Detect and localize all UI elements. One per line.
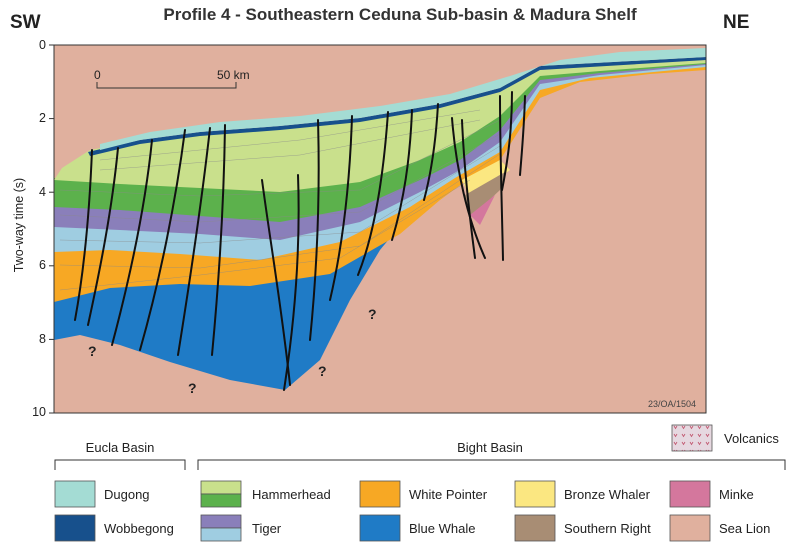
layer-tiger-dark	[54, 63, 706, 240]
legend-swatch-hammerhead-light	[200, 480, 242, 495]
y-axis-label: Two-way time (s)	[12, 177, 26, 273]
layer-wobbegong	[88, 57, 706, 156]
y-tick-label: 8	[39, 332, 46, 346]
legend-label-white-pointer: White Pointer	[409, 487, 488, 502]
unknown-marker: ?	[318, 363, 327, 379]
legend-swatch-blue-whale	[359, 514, 401, 542]
seismic-reflectors	[59, 109, 501, 291]
legend-swatch-volcanics	[671, 424, 713, 452]
layer-dugong	[100, 48, 706, 150]
direction-ne: NE	[723, 12, 750, 33]
y-tick-label: 6	[39, 258, 46, 272]
scale-bar-start-label: 0	[94, 68, 101, 82]
legend-swatch-sea-lion	[669, 514, 711, 542]
unknown-marker: ?	[188, 380, 197, 396]
layer-tiger-light	[54, 64, 706, 260]
layer-bronze-whaler-wedge	[462, 160, 510, 198]
scale-bar	[96, 82, 237, 89]
y-tick-label: 10	[32, 405, 46, 419]
legend-swatch-southern-right	[514, 514, 556, 542]
layer-minke-wedge	[470, 195, 495, 225]
legend-swatch-hammerhead-dark	[200, 493, 242, 508]
figure-id: 23/OA/1504	[648, 399, 697, 409]
legend-swatch-tiger-dark	[200, 514, 242, 529]
legend-label-wobbegong: Wobbegong	[104, 521, 174, 536]
unknown-marker: ?	[88, 343, 97, 359]
legend-swatch-tiger-light	[200, 527, 242, 542]
section-layers	[54, 45, 706, 413]
bight-basin-label: Bight Basin	[457, 440, 523, 455]
y-tick-label: 4	[39, 185, 46, 199]
legend-label-minke: Minke	[719, 487, 754, 502]
direction-sw: SW	[10, 12, 41, 33]
legend-swatch-minke	[669, 480, 711, 508]
faults	[74, 91, 526, 391]
legend-label-sea-lion: Sea Lion	[719, 521, 771, 536]
y-axis-ticks	[49, 44, 54, 414]
eucla-basin-label: Eucla Basin	[85, 440, 155, 455]
legend-label-tiger: Tiger	[252, 521, 282, 536]
figure-title: Profile 4 - Southeastern Ceduna Sub-basi…	[163, 5, 637, 24]
layer-southern-right-wedge	[465, 172, 505, 218]
legend-label-southern-right: Southern Right	[564, 521, 651, 536]
legend-swatch-dugong	[54, 480, 96, 508]
legend-label-dugong: Dugong	[104, 487, 150, 502]
scale-bar-end-label: 50 km	[217, 68, 250, 82]
y-tick-label: 0	[39, 38, 46, 52]
legend-swatch-wobbegong	[54, 514, 96, 542]
legend-label-hammerhead: Hammerhead	[252, 487, 331, 502]
legend-label-blue-whale: Blue Whale	[409, 521, 476, 536]
layer-white-pointer	[54, 66, 706, 302]
basin-brackets	[54, 459, 786, 470]
legend-label-volcanics: Volcanics	[724, 431, 779, 446]
unknown-marker: ?	[368, 306, 377, 322]
legend-swatch-bronze-whaler	[514, 480, 556, 508]
legend-label-bronze-whaler: Bronze Whaler	[564, 487, 650, 502]
plot-frame	[53, 44, 707, 414]
legend-swatches	[54, 480, 711, 542]
legend-swatch-white-pointer	[359, 480, 401, 508]
y-tick-label: 2	[39, 111, 46, 125]
layer-hammerhead-light	[54, 60, 706, 192]
